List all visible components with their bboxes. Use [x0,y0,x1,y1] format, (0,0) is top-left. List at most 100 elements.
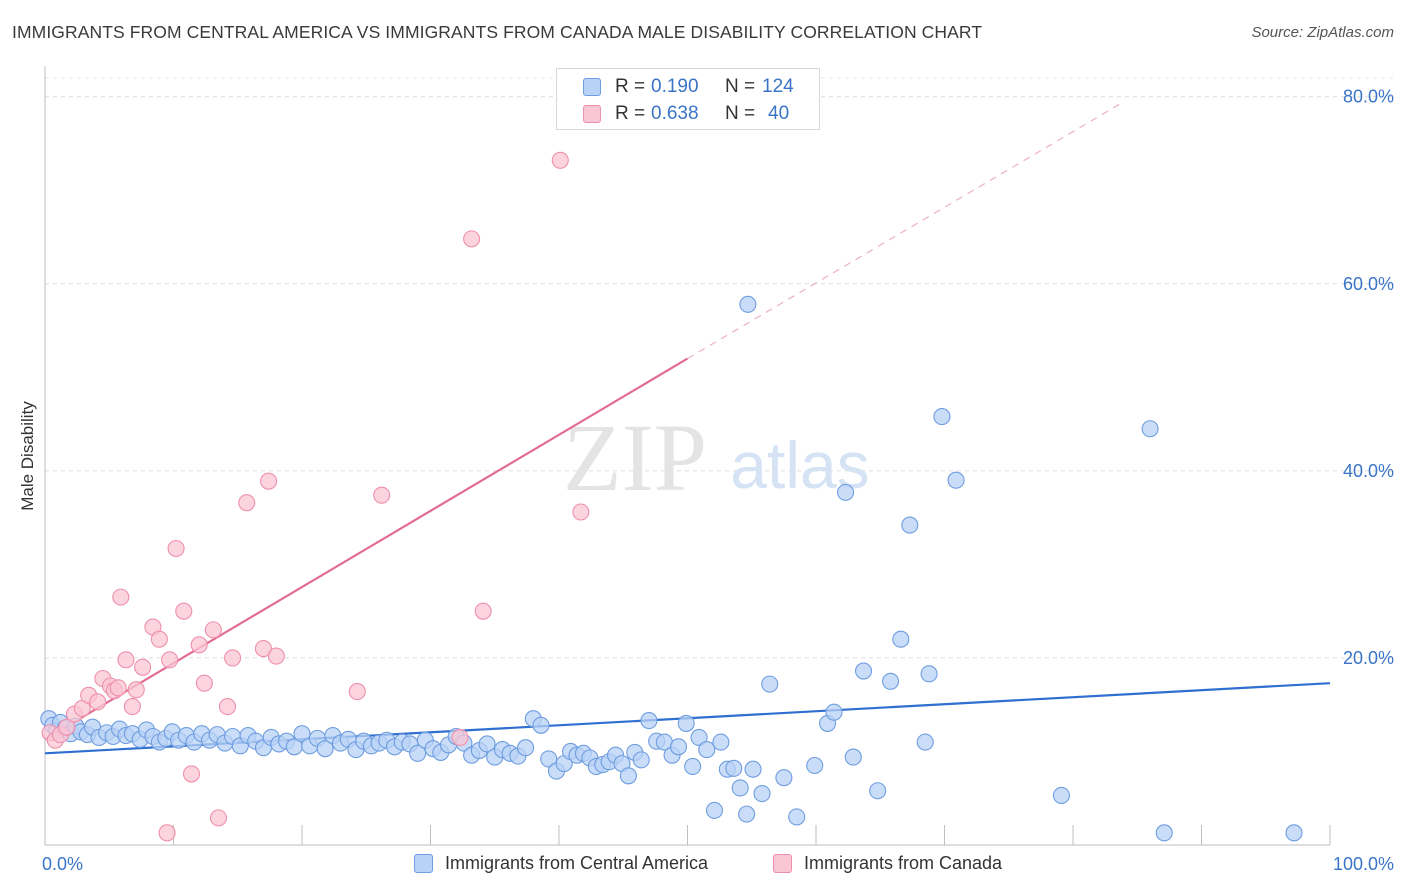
chart-title: IMMIGRANTS FROM CENTRAL AMERICA VS IMMIG… [12,22,983,42]
n-label: N = [725,103,756,124]
legend-swatch-pink [773,854,792,873]
point-central-america [517,739,535,757]
point-central-america [532,716,550,734]
point-central-america [690,728,708,746]
watermark: ZIP atlas [563,404,870,511]
point-canada [451,728,469,746]
grid-lines [45,77,1395,659]
point-canada [260,472,278,490]
point-canada [209,809,228,827]
legend-swatch-blue [583,78,601,96]
point-canada [123,698,141,716]
point-central-america [881,672,900,690]
point-central-america [725,759,743,777]
point-central-america [619,767,637,785]
point-canada [58,718,76,736]
point-canada [267,647,285,665]
n-value: 40 [768,103,790,124]
r-label: R = [615,103,646,124]
legend-label: Immigrants from Canada [804,853,1003,873]
point-canada [463,230,481,248]
watermark-zip: ZIP [563,404,707,511]
point-canada [158,824,176,842]
point-canada [551,151,569,169]
point-canada [238,494,256,512]
correlation-legend: R = 0.190 N = 124 R = 0.638 N = 40 [556,68,820,130]
trend-line-canada [44,357,689,741]
point-central-america [825,703,843,721]
point-canada [195,674,213,692]
point-central-america [1141,420,1159,438]
point-central-america [684,757,702,775]
r-label: R = [615,76,646,97]
point-central-america [731,779,749,797]
y-tick-label: 60.0% [1343,274,1394,294]
point-central-america [788,808,806,826]
point-central-america [947,471,965,489]
r-value: 0.190 [651,76,699,97]
point-central-america [775,769,793,787]
point-central-america [1155,824,1173,842]
r-value: 0.638 [651,103,699,124]
point-canada [373,486,391,504]
point-central-america [677,714,695,732]
point-canada [89,693,107,711]
point-central-america [1285,824,1303,842]
point-central-america [738,805,756,823]
point-central-america [293,725,311,743]
point-canada [109,679,127,697]
point-canada [190,636,208,654]
point-central-america [1052,786,1070,804]
y-tick-label: 40.0% [1343,461,1394,481]
point-canada [348,683,366,701]
point-central-america [844,748,862,766]
point-canada [224,649,242,667]
y-tick-label: 80.0% [1343,87,1394,107]
point-central-america [632,751,650,769]
point-central-america [744,760,762,778]
point-central-america [806,756,824,775]
y-axis-label: Male Disability [18,401,37,511]
point-canada [254,640,273,658]
point-central-america [916,733,934,751]
point-central-america [712,733,730,751]
n-label: N = [725,76,756,97]
point-canada [572,503,590,521]
data-points [40,151,1303,842]
point-central-america [540,750,558,768]
trend-extension-canada [687,100,1125,360]
n-value: 124 [762,76,794,97]
point-central-america [698,741,716,759]
point-central-america [753,785,771,803]
point-central-america [705,801,724,819]
point-canada [204,621,222,639]
x-tick-label: 100.0% [1333,854,1394,874]
legend-swatch-blue [414,854,433,873]
point-canada [127,681,145,699]
point-central-america [854,662,873,680]
point-canada [175,602,193,620]
point-central-america [761,675,779,693]
point-central-america [920,665,938,683]
tick-labels: 0.0% 100.0% 20.0% 40.0% 60.0% 80.0% [42,87,1394,874]
point-central-america [892,630,910,648]
point-canada [161,651,179,669]
source-credit: Source: ZipAtlas.com [1251,24,1394,41]
point-central-america [316,740,334,758]
point-central-america [837,483,855,501]
point-central-america [869,782,887,800]
legend-label: Immigrants from Central America [445,853,709,873]
point-canada [474,602,492,620]
y-tick-label: 20.0% [1343,648,1394,668]
point-central-america [669,738,688,756]
point-canada [112,588,130,606]
point-central-america [640,712,658,730]
point-canada [150,630,168,648]
point-canada [167,539,185,558]
point-central-america [478,735,496,753]
point-central-america [409,744,427,762]
point-canada [117,651,135,669]
point-canada [218,698,237,716]
x-tick-label: 0.0% [42,854,83,874]
